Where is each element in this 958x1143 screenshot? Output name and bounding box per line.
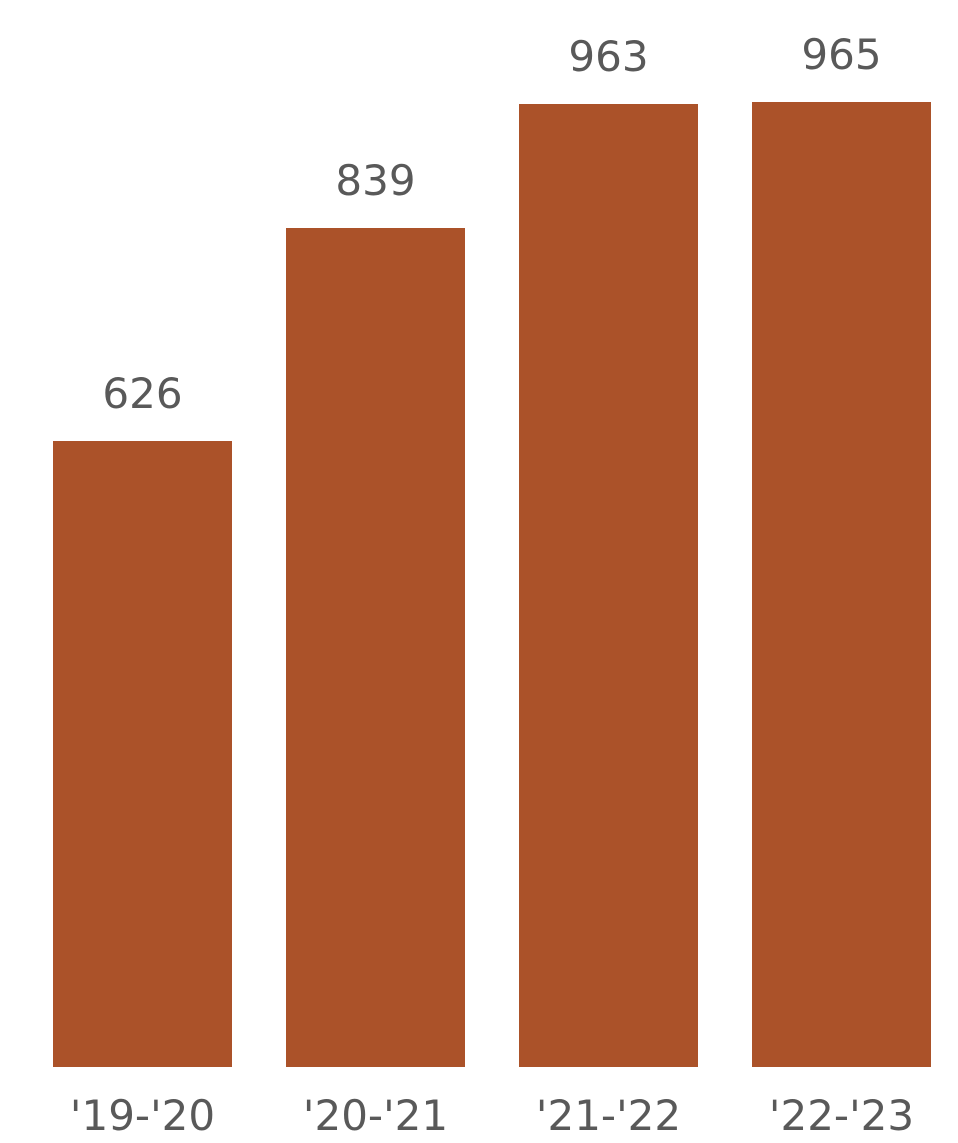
category-label-2: '21-'22: [536, 1091, 681, 1140]
category-labels: '19-'20 '20-'21 '21-'22 '22-'23: [70, 1091, 914, 1140]
value-label-1: 839: [335, 156, 415, 205]
bar-2: [519, 104, 698, 1067]
bars: [53, 102, 931, 1067]
value-label-3: 965: [801, 30, 881, 79]
bar-0: [53, 441, 232, 1067]
value-label-0: 626: [102, 369, 182, 418]
category-label-3: '22-'23: [769, 1091, 914, 1140]
value-label-2: 963: [568, 32, 648, 81]
category-label-0: '19-'20: [70, 1091, 215, 1140]
bar-1: [286, 228, 465, 1067]
bar-3: [752, 102, 931, 1067]
category-label-1: '20-'21: [303, 1091, 448, 1140]
value-labels: 626 839 963 965: [102, 30, 881, 418]
